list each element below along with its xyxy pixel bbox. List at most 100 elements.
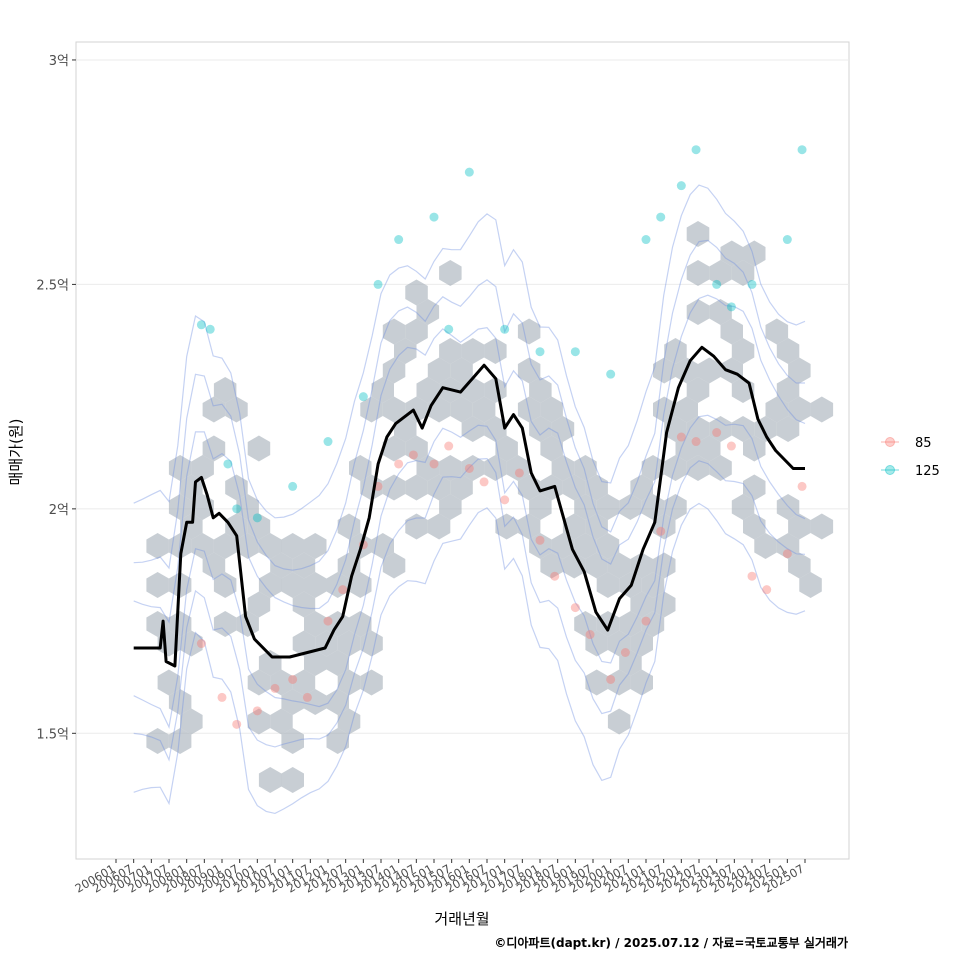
hexbin-cell <box>225 513 248 540</box>
scatter-point-125 <box>429 212 439 222</box>
scatter-point-85 <box>232 719 242 729</box>
scatter-point-125 <box>288 481 298 491</box>
hexbin-cell <box>168 494 192 520</box>
hexbin-cell <box>213 611 237 637</box>
hexbin-cell <box>731 494 755 520</box>
hexbin-cell <box>247 669 271 696</box>
hexbin-cell <box>720 240 743 267</box>
legend-item-85: 85 <box>881 436 932 451</box>
hexbin-cell <box>168 455 192 481</box>
hexbin-cell <box>596 533 620 559</box>
hexbin-cell <box>326 689 349 715</box>
scatter-point-85 <box>514 468 524 478</box>
hexbin-cell <box>281 689 304 715</box>
hexbin-cell <box>506 455 530 481</box>
hexbin-cell <box>472 396 496 423</box>
hexbin-cell <box>382 357 406 384</box>
hexbin-cell <box>349 572 372 598</box>
scatter-point-125 <box>570 347 580 357</box>
y-tick-label: 1.5억 <box>36 727 69 742</box>
hexbin-cell <box>585 474 608 501</box>
hexbin-cell <box>349 455 372 481</box>
hexbin-cell <box>191 455 214 481</box>
scatter-point-125 <box>656 212 666 222</box>
scatter-point-125 <box>323 437 333 447</box>
hexbin-cell <box>281 533 304 559</box>
scatter-point-125 <box>394 235 404 245</box>
hexbin-cell <box>776 533 800 559</box>
scatter-point-85 <box>691 437 701 447</box>
hexbin-cell <box>461 416 485 442</box>
hexbin-cell <box>653 591 676 618</box>
hexbin-cell <box>788 396 811 423</box>
scatter-point-85 <box>429 459 439 469</box>
hexbin-cell <box>776 377 800 403</box>
hexbin-cell <box>776 416 800 442</box>
hexbin-cell <box>540 396 563 423</box>
hexbin-cell <box>213 533 237 559</box>
hexbin-cell <box>619 650 642 676</box>
density-contour <box>133 457 806 762</box>
scatter-point-85 <box>726 441 736 451</box>
hexbin-cell <box>484 416 507 442</box>
hexbin-cell <box>574 494 597 520</box>
hexbin-cell <box>382 474 406 501</box>
hexbin-cell <box>686 221 710 247</box>
hexbin-cell <box>326 728 349 754</box>
hexbin-cell <box>776 494 800 520</box>
hexbin-cell <box>382 552 406 579</box>
hexbin-cell <box>439 338 462 364</box>
hexbin-cell <box>664 455 687 481</box>
hexbin-cell <box>619 611 642 637</box>
density-contour <box>133 502 806 815</box>
hexbin-cell <box>686 416 710 442</box>
hexbin-cell <box>607 552 631 579</box>
hexbin-cell <box>810 513 834 540</box>
hexbin-cell <box>641 572 665 598</box>
hexbin-cell <box>698 357 721 384</box>
hexbin-cell <box>450 474 473 501</box>
hexbin-cell <box>247 513 271 540</box>
scatter-point-85 <box>550 571 560 581</box>
hexbin-cell <box>686 260 710 286</box>
hexbin-cell <box>258 572 282 598</box>
hexbin-cell <box>304 650 327 676</box>
hexbin-cell <box>394 338 417 364</box>
hexbin-cell <box>157 669 181 696</box>
density-contour <box>133 294 806 624</box>
hexbin-cell <box>146 728 169 754</box>
hexbin-cell <box>180 630 203 657</box>
hexbin-cell <box>675 396 698 423</box>
hexbin-cell <box>686 455 710 481</box>
hexbin-cell <box>517 318 541 345</box>
scatter-point-85 <box>747 571 757 581</box>
scatter-point-125 <box>535 347 545 357</box>
scatter-point-125 <box>252 513 262 523</box>
hexbin-cell <box>337 669 361 696</box>
hexbin-cell <box>653 513 676 540</box>
hexbin-cell <box>371 377 394 403</box>
hexbin-cell <box>405 396 428 423</box>
hexbin-cell <box>709 455 732 481</box>
hexbin-cell <box>585 630 608 657</box>
hexbin-cell <box>743 240 766 267</box>
scatter-point-125 <box>641 235 651 245</box>
legend: 85 125 <box>881 436 940 479</box>
hexbin-cell <box>304 572 327 598</box>
scatter-point-85 <box>782 549 792 559</box>
hexbin-layer <box>146 221 834 793</box>
hexbin-cell <box>484 377 507 403</box>
hexbin-cell <box>731 416 755 442</box>
y-axis-title: 매매가(원) <box>7 419 25 486</box>
scatter-point-85 <box>444 441 454 451</box>
hexbin-cell <box>416 299 440 325</box>
scatter-point-85 <box>712 428 722 438</box>
hexbin-cell <box>686 299 710 325</box>
hexbin-cell <box>168 728 192 754</box>
legend-item-125: 125 <box>881 464 940 479</box>
hexbin-cell <box>517 513 541 540</box>
hexbin-cell <box>641 455 665 481</box>
hexbin-cell <box>146 533 169 559</box>
hexbin-cell <box>292 630 316 657</box>
